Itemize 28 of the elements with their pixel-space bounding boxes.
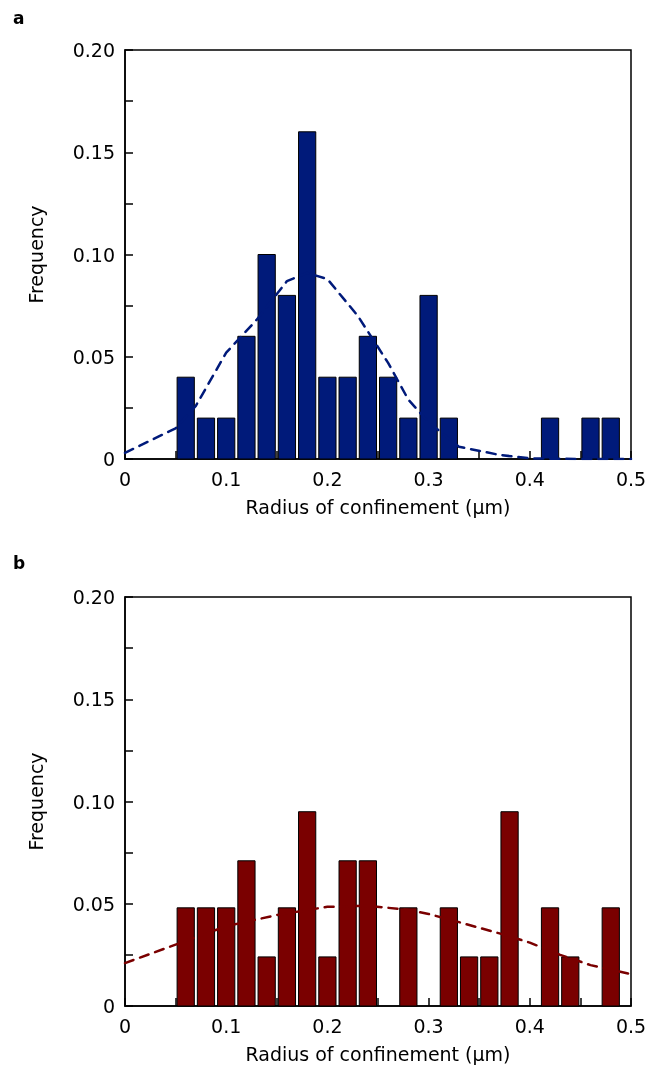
x-tick-label: 0.1	[211, 467, 242, 490]
y-tick-label: 0	[102, 995, 115, 1017]
x-tick-label: 0	[118, 467, 132, 490]
y-tick-label: 0.20	[72, 39, 115, 61]
x-axis-title: Radius of confinement (μm)	[245, 1042, 511, 1065]
y-tick-label: 0.05	[72, 345, 115, 368]
x-tick-label: 0.5	[615, 467, 647, 490]
x-tick-label: 0.3	[413, 1014, 444, 1037]
x-tick-label: 0	[118, 1014, 132, 1037]
x-tick-label: 0.4	[514, 467, 545, 490]
x-tick-label: 0.5	[615, 1014, 647, 1037]
y-tick-label: 0.05	[72, 892, 115, 915]
y-tick-label: 0.15	[72, 141, 115, 164]
x-tick-label: 0.4	[514, 1014, 545, 1037]
x-tick-label: 0.2	[312, 1014, 343, 1037]
chart-title: b	[13, 552, 26, 573]
x-tick-label: 0.2	[312, 467, 343, 490]
y-tick-label: 0.15	[72, 688, 115, 711]
y-tick-label: 0.10	[72, 790, 115, 813]
y-tick-label: 0	[102, 448, 115, 470]
x-axis-title: Radius of confinement (μm)	[245, 495, 511, 518]
x-tick-label: 0.1	[211, 1014, 242, 1037]
y-tick-label: 0.10	[72, 243, 115, 266]
y-tick-label: 0.20	[72, 586, 115, 608]
y-axis-title: Frequency	[24, 752, 47, 851]
y-axis-title: Frequency	[24, 205, 47, 304]
x-tick-label: 0.3	[413, 467, 444, 490]
chart-title: a	[13, 7, 25, 28]
